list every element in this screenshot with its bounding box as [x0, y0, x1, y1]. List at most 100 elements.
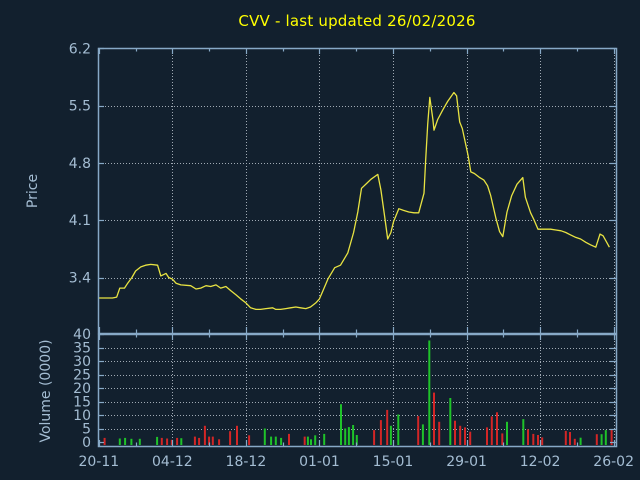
volume-bar — [506, 421, 508, 446]
volume-bar — [198, 437, 201, 445]
volume-bar — [340, 404, 342, 445]
volume-bar — [537, 435, 539, 445]
volume-bar — [459, 425, 462, 445]
volume-bar — [433, 392, 435, 445]
price-tick-label: 4.8 — [69, 156, 91, 172]
volume-bar — [310, 439, 312, 445]
volume-tick-label: 20 — [73, 381, 91, 397]
volume-bar — [208, 436, 211, 445]
volume-bar — [138, 438, 141, 445]
volume-bar — [118, 438, 121, 445]
date-tick-label: 20-11 — [78, 454, 119, 470]
volume-bar — [604, 430, 607, 445]
price-tick-label: 3.4 — [69, 271, 91, 287]
volume-bar — [527, 429, 529, 445]
volume-bar — [170, 439, 173, 445]
volume-bar — [352, 425, 355, 445]
gridlines — [99, 49, 615, 445]
tick-marks — [98, 47, 616, 446]
volume-bar — [323, 433, 326, 445]
volume-bar — [248, 435, 251, 446]
volume-bar — [532, 433, 535, 445]
volume-tick-label: 40 — [73, 327, 91, 343]
volume-bar — [180, 438, 183, 445]
volume-tick-label: 15 — [73, 395, 91, 411]
volume-bar — [397, 414, 400, 445]
volume-bar — [229, 431, 232, 445]
date-tick-label: 15-01 — [373, 454, 414, 470]
chart-title: CVV - last updated 26/02/2026 — [238, 12, 476, 30]
volume-bar — [306, 436, 309, 445]
price-tick-label: 6.2 — [69, 41, 91, 57]
volume-bar — [501, 433, 504, 445]
volume-bar — [288, 433, 290, 445]
volume-bar — [454, 420, 456, 445]
volume-bar — [573, 438, 576, 445]
volume-bar — [263, 428, 266, 445]
volume-bar — [438, 421, 441, 446]
volume-bar — [274, 436, 277, 445]
volume-tick-label: 25 — [73, 368, 91, 384]
volume-bar — [564, 430, 567, 445]
volume-bar — [379, 420, 382, 445]
volume-bar — [193, 436, 196, 445]
volume-bar — [270, 436, 273, 445]
volume-bar — [355, 435, 358, 445]
date-tick-label: 04-12 — [152, 454, 193, 470]
volume-tick-label: 35 — [73, 341, 91, 357]
volume-bar — [595, 434, 598, 445]
volume-bar — [160, 437, 163, 445]
volume-bar — [166, 438, 169, 445]
volume-bar — [417, 416, 420, 445]
date-tick-label: 18-12 — [226, 454, 267, 470]
volume-tick-label: 10 — [73, 408, 91, 424]
volume-bar — [469, 431, 472, 445]
volume-bar — [486, 427, 488, 445]
volume-bar — [490, 416, 493, 445]
volume-bar — [218, 439, 221, 445]
date-tick-label: 01-01 — [299, 454, 340, 470]
volume-bar — [203, 425, 206, 445]
volume-bar — [449, 398, 452, 445]
price-panel-frame — [97, 47, 618, 335]
volume-bar — [386, 409, 389, 445]
price-tick-label: 4.1 — [69, 213, 91, 229]
volume-bar — [579, 437, 582, 445]
volume-bar — [103, 437, 106, 445]
volume-bar — [428, 340, 431, 445]
date-tick-label: 12-02 — [520, 454, 561, 470]
volume-bar — [569, 432, 571, 445]
volume-bar — [389, 425, 392, 445]
axes-frame — [97, 47, 618, 448]
volume-bar — [610, 429, 613, 445]
volume-bar — [236, 425, 238, 445]
price-line — [98, 91, 610, 311]
price-tick-label: 5.5 — [69, 99, 91, 115]
tick-labels: 20-11 04-12 18-12 01-01 15-01 29-01 12-02 26-02… — [69, 41, 634, 470]
date-tick-label: 29-01 — [446, 454, 487, 470]
volume-bar — [541, 437, 544, 445]
volume-bar — [421, 424, 424, 445]
volume-bar — [496, 412, 498, 445]
volume-tick-label: 30 — [73, 354, 91, 370]
volume-bar — [600, 434, 603, 445]
volume-bar — [464, 427, 466, 445]
volume-bar — [211, 436, 214, 445]
volume-bar — [130, 438, 133, 445]
volume-tick-label: 5 — [82, 422, 91, 438]
volume-bar — [176, 437, 179, 445]
volume-bar — [347, 427, 350, 445]
series — [98, 91, 613, 446]
volume-bar — [156, 436, 159, 445]
volume-bar — [373, 430, 376, 445]
volume-bar — [314, 435, 317, 446]
volume-bar — [303, 436, 306, 445]
volume-bar — [344, 428, 347, 445]
volume-bar — [124, 437, 127, 445]
volume-bar — [280, 437, 283, 445]
volume-bar — [522, 419, 525, 445]
volume-panel-frame — [97, 333, 618, 448]
date-tick-label: 26-02 — [593, 454, 634, 470]
volume-tick-label: 0 — [82, 435, 91, 451]
